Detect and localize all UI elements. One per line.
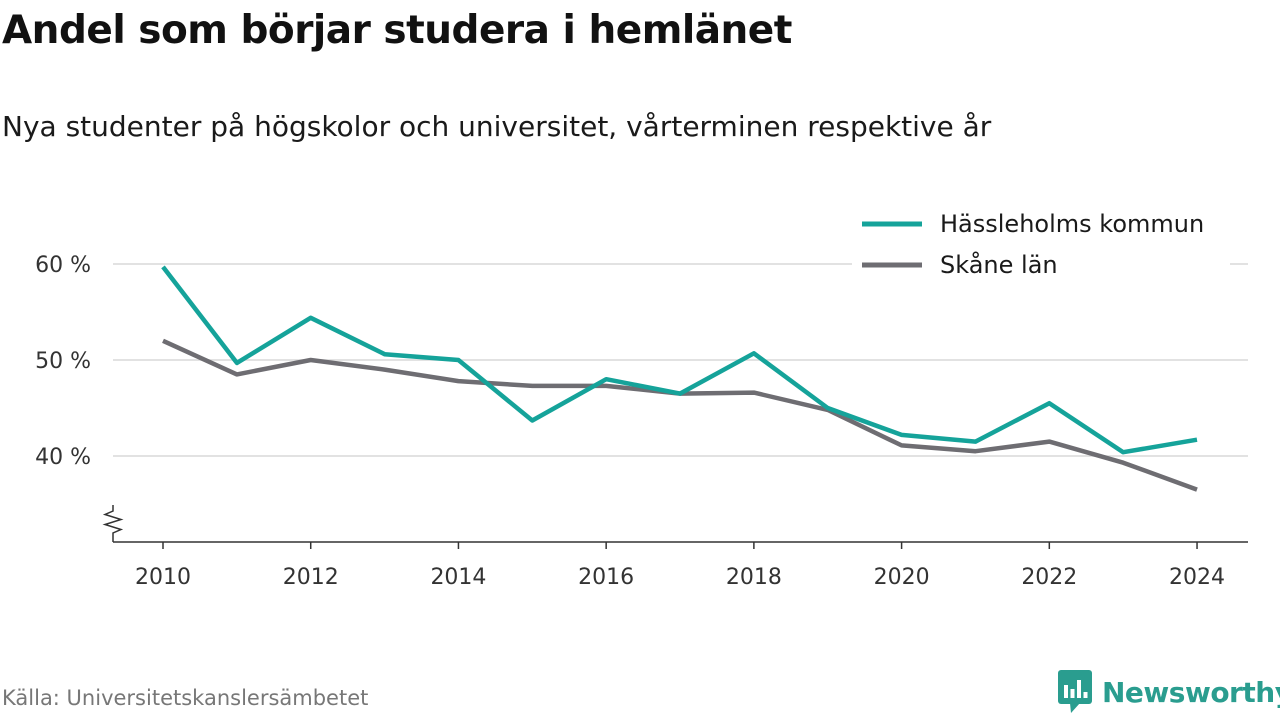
x-tick-label-2022: 2022 [1021,565,1077,590]
legend-label-skane: Skåne län [940,250,1058,279]
x-tick-label-2010: 2010 [135,565,191,590]
x-tick-label-2020: 2020 [874,565,930,590]
legend-background [852,200,1230,286]
grid-lines [113,263,1248,457]
chart-title: Andel som börjar studera i hemlänet [2,8,792,53]
y-tick-label-50: 50 % [35,349,91,374]
series-lines [161,265,1198,492]
x-tick-label-2014: 2014 [430,565,486,590]
bar-chart-speech-bubble-icon [1058,670,1092,713]
x-tick-label-2016: 2016 [578,565,634,590]
x-tick-label-2012: 2012 [283,565,339,590]
y-tick-label-40: 40 % [35,445,91,470]
y-tick-label-60: 60 % [35,253,91,278]
x-tick-label-2024: 2024 [1169,565,1225,590]
brand-logo: Newsworthy [1058,670,1280,714]
source-note: Källa: Universitetskanslersämbetet [2,686,369,710]
series-line-skane [162,338,1198,492]
series-line-hassleholm [161,265,1198,455]
legend-label-hassleholm: Hässleholms kommun [940,210,1204,238]
legend: Hässleholms kommun Skåne län [852,200,1230,286]
brand-name: Newsworthy [1102,675,1280,709]
y-axis-break [102,505,124,542]
chart-subtitle: Nya studenter på högskolor och universit… [2,110,992,143]
axes: 40 % 50 % 60 % 2010 2012 2014 2016 2018 2020 2022… [35,253,1248,590]
x-tick-label-2018: 2018 [726,565,782,590]
